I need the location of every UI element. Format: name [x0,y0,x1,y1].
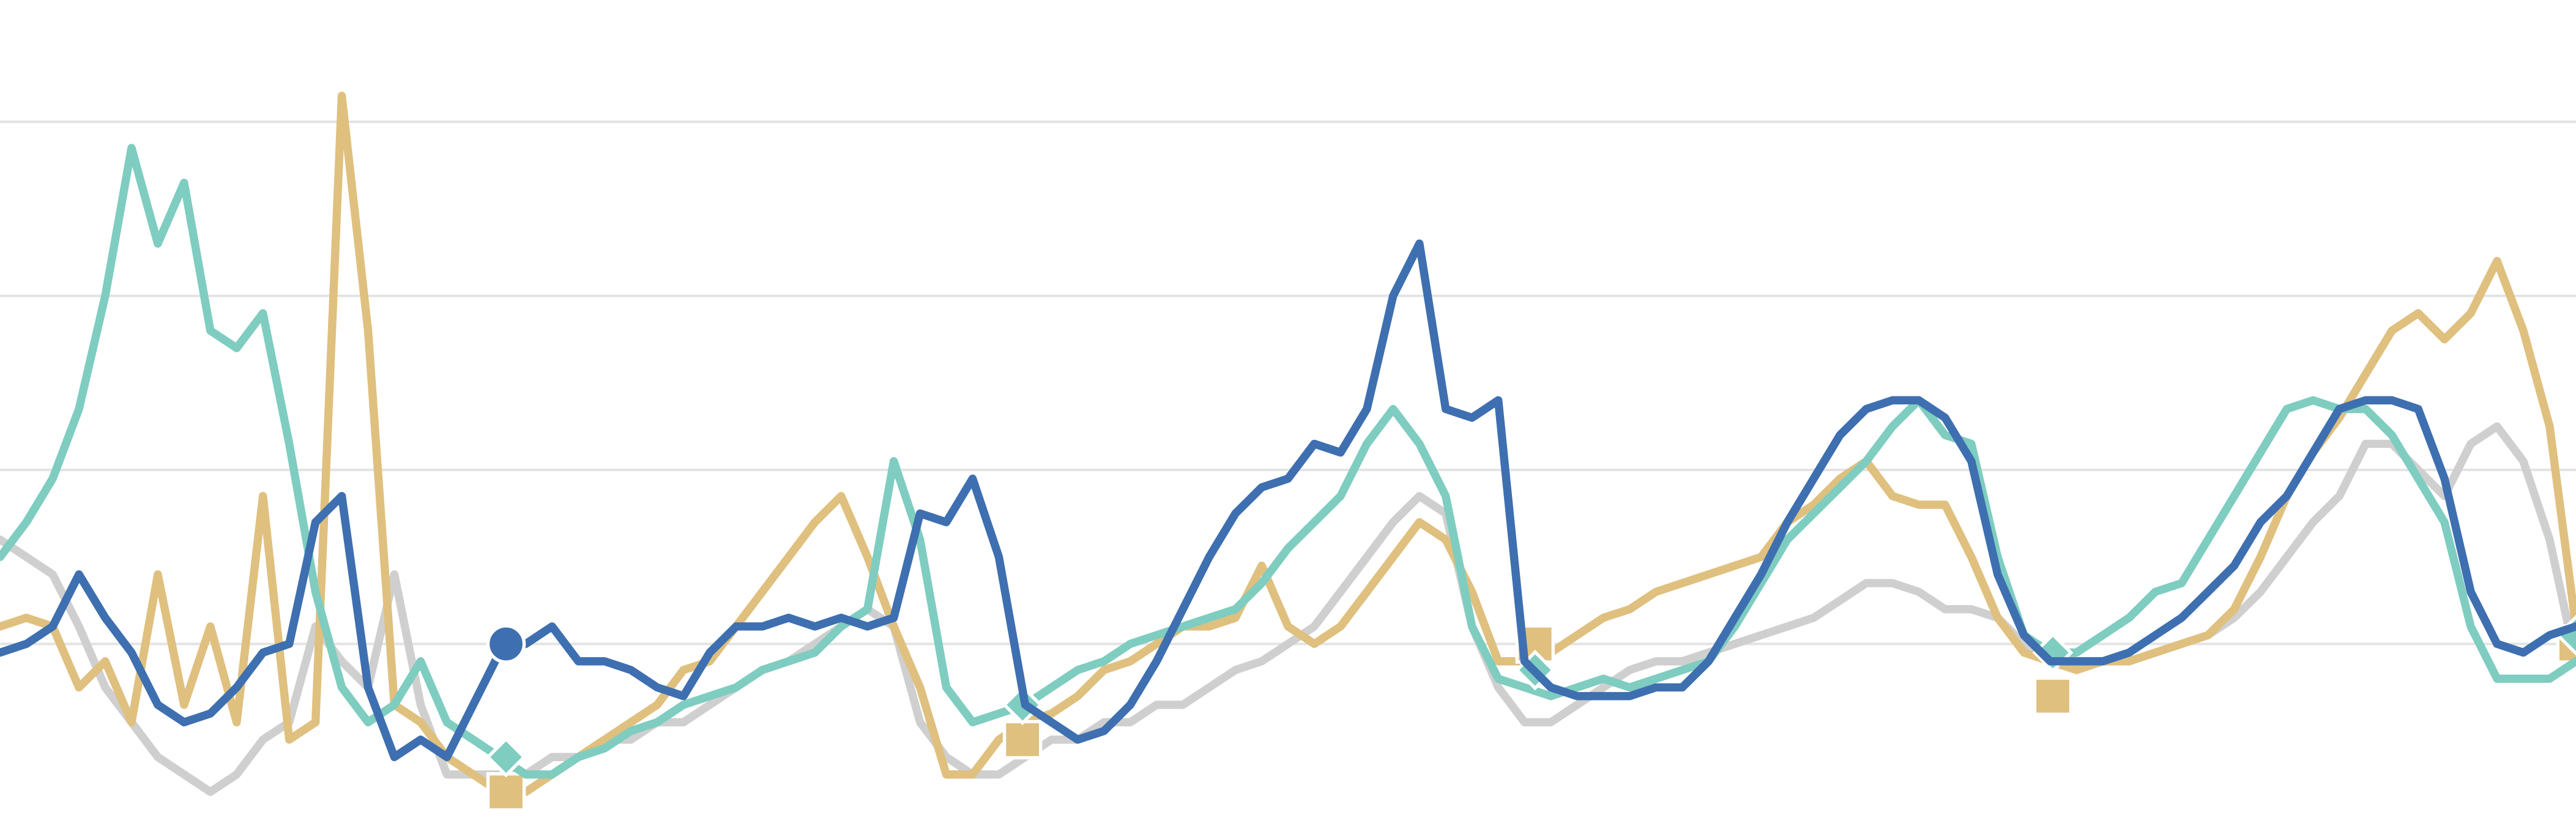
marker [486,772,526,812]
marker [486,624,526,664]
marker [1002,719,1043,760]
series-line [0,239,2576,762]
marker [485,737,527,778]
series-line [0,91,2576,797]
marker [2033,676,2073,716]
series-line [0,144,2576,779]
